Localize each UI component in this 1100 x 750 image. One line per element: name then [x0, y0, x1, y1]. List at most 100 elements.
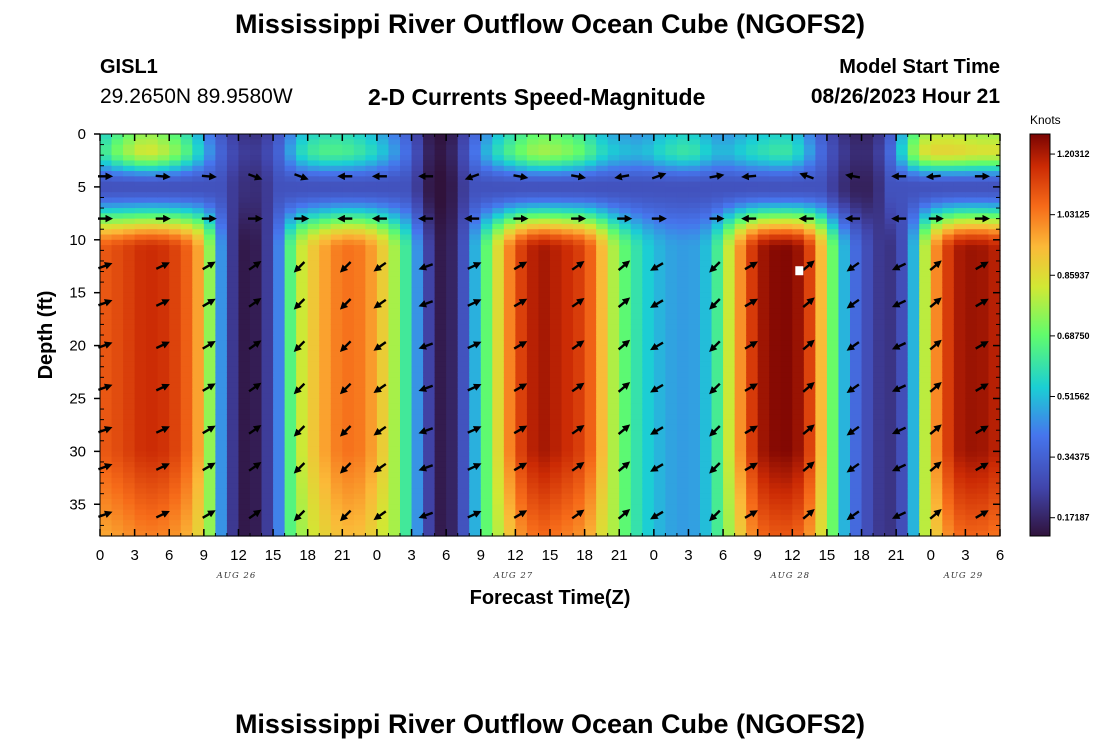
heatmap-cell	[469, 430, 482, 437]
heatmap-cell	[850, 139, 863, 146]
heatmap-cell	[238, 393, 251, 400]
heatmap-cell	[596, 520, 609, 527]
heatmap-cell	[584, 292, 597, 299]
heatmap-cell	[284, 372, 297, 378]
heatmap-cell	[526, 356, 540, 363]
heatmap-cell	[503, 520, 516, 527]
heatmap-cell	[284, 171, 297, 177]
heatmap-cell	[688, 461, 701, 468]
heatmap-cell	[515, 361, 528, 368]
heatmap-cell	[826, 197, 840, 204]
heatmap-cell	[376, 160, 390, 167]
heatmap-cell	[826, 260, 840, 267]
heatmap-cell	[330, 419, 343, 426]
heatmap-cell	[700, 361, 713, 368]
heatmap-cell	[226, 202, 240, 209]
heatmap-cell	[780, 271, 793, 278]
heatmap-cell	[596, 483, 609, 489]
heatmap-cell	[400, 477, 413, 484]
colorbar-unit-label: Knots	[1030, 113, 1061, 127]
heatmap-cell	[342, 245, 355, 251]
heatmap-cell	[688, 509, 701, 516]
heatmap-cell	[180, 297, 193, 304]
heatmap-cell	[469, 498, 482, 505]
heatmap-cell	[123, 155, 136, 162]
heatmap-cell	[169, 308, 182, 315]
heatmap-cell	[457, 366, 470, 373]
heatmap-cell	[642, 282, 655, 288]
heatmap-cell	[215, 356, 228, 363]
heatmap-cell	[273, 483, 286, 489]
heatmap-cell	[596, 186, 609, 193]
heatmap-cell	[215, 160, 228, 167]
heatmap-cell	[469, 202, 482, 209]
heatmap-cell	[480, 160, 493, 167]
heatmap-cell	[711, 324, 724, 331]
heatmap-cell	[134, 234, 147, 241]
heatmap-cell	[550, 488, 563, 495]
heatmap-cell	[192, 276, 205, 283]
heatmap-cell	[180, 350, 193, 357]
heatmap-cell	[376, 419, 390, 426]
heatmap-cell	[342, 493, 355, 500]
heatmap-cell	[757, 472, 770, 479]
heatmap-cell	[803, 186, 816, 193]
heatmap-cell	[826, 361, 840, 368]
heatmap-cell	[169, 409, 182, 415]
heatmap-cell	[273, 409, 286, 415]
heatmap-cell	[607, 234, 620, 241]
heatmap-cell	[400, 440, 413, 447]
heatmap-cell	[711, 250, 724, 257]
heatmap-cell	[584, 430, 597, 437]
heatmap-cell	[734, 319, 747, 326]
heatmap-cell	[238, 139, 251, 146]
heatmap-cell	[157, 356, 170, 363]
heatmap-cell	[388, 419, 401, 426]
heatmap-cell	[769, 483, 782, 489]
heatmap-cell	[423, 329, 436, 336]
heatmap-cell	[319, 229, 332, 236]
heatmap-cell	[688, 192, 701, 199]
heatmap-cell	[238, 340, 251, 347]
heatmap-cell	[676, 366, 690, 373]
heatmap-cell	[676, 382, 690, 389]
heatmap-cell	[711, 477, 724, 484]
heatmap-cell	[850, 250, 863, 257]
heatmap-cell	[226, 366, 240, 373]
heatmap-cell	[330, 456, 343, 463]
heatmap-cell	[342, 393, 355, 400]
heatmap-cell	[826, 282, 840, 288]
heatmap-cell	[653, 366, 666, 373]
heatmap-cell	[226, 171, 240, 177]
heatmap-cell	[538, 245, 551, 251]
heatmap-cell	[400, 335, 413, 341]
heatmap-cell	[353, 414, 366, 421]
heatmap-cell	[146, 292, 159, 299]
heatmap-cell	[388, 430, 401, 437]
heatmap-cell	[157, 435, 170, 442]
heatmap-cell	[803, 202, 816, 209]
heatmap-cell	[400, 435, 413, 442]
heatmap-cell	[573, 139, 586, 146]
heatmap-cell	[469, 488, 482, 495]
heatmap-cell	[134, 366, 147, 373]
heatmap-cell	[261, 186, 274, 193]
heatmap-cell	[238, 435, 251, 442]
heatmap-cell	[734, 424, 747, 431]
heatmap-cell	[769, 387, 782, 394]
heatmap-cell	[446, 255, 459, 262]
heatmap-cell	[584, 372, 597, 378]
heatmap-cell	[226, 387, 240, 394]
heatmap-cell	[480, 234, 493, 241]
heatmap-cell	[526, 171, 540, 177]
heatmap-cell	[515, 409, 528, 415]
heatmap-cell	[203, 255, 216, 262]
heatmap-cell	[492, 324, 505, 331]
heatmap-cell	[146, 335, 159, 341]
heatmap-cell	[261, 446, 274, 452]
heatmap-cell	[365, 483, 378, 489]
heatmap-cell	[480, 530, 493, 537]
heatmap-cell	[192, 239, 205, 246]
heatmap-cell	[723, 319, 736, 326]
heatmap-cell	[423, 398, 436, 405]
